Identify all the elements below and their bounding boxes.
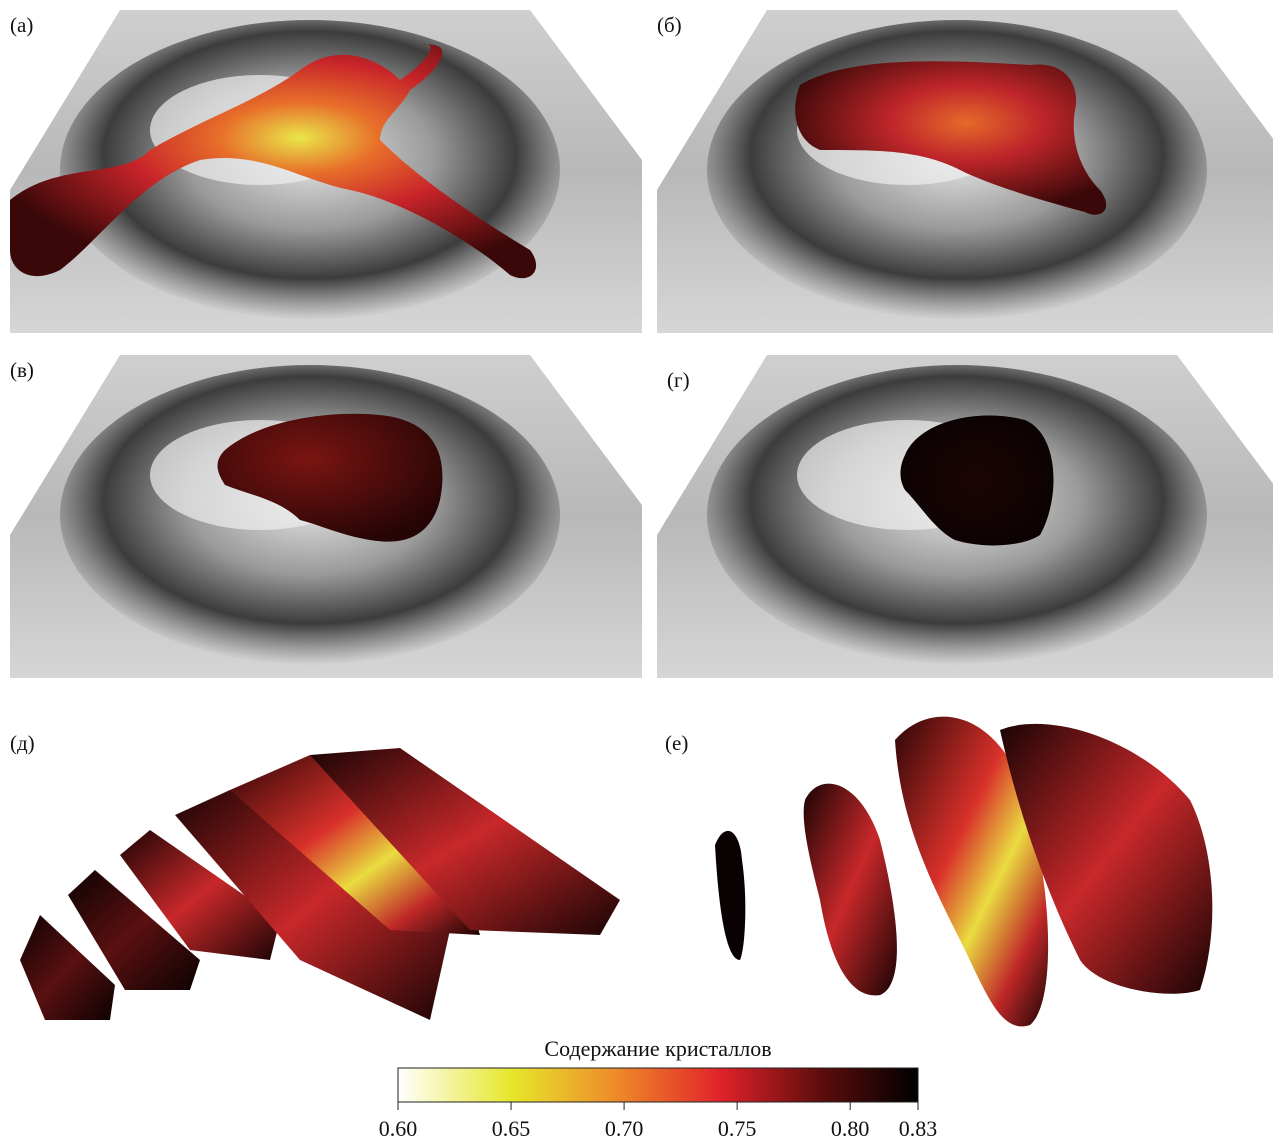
panel-d: (г) xyxy=(657,355,1273,678)
panel-label: (в) xyxy=(10,358,34,382)
colorbar-tick-label: 0.83 xyxy=(899,1116,938,1141)
colorbar-tick-label: 0.60 xyxy=(379,1116,418,1141)
panel-label: (г) xyxy=(667,368,690,392)
panel-label: (д) xyxy=(10,731,35,755)
panel-e: (д) xyxy=(10,731,620,1020)
colorbar-tick-label: 0.80 xyxy=(831,1116,870,1141)
slice xyxy=(804,784,897,996)
panel-label: (а) xyxy=(10,13,33,37)
panel-a: (а) xyxy=(10,10,642,333)
colorbar-scale xyxy=(398,1068,918,1102)
panel-label: (б) xyxy=(657,13,682,37)
panel-b: (б) xyxy=(657,10,1273,333)
panel-f: (е) xyxy=(665,717,1212,1027)
panel-label: (е) xyxy=(665,731,688,755)
slice xyxy=(715,831,745,960)
colorbar-title: Содержание кристаллов xyxy=(544,1036,771,1061)
colorbar-tick-label: 0.70 xyxy=(605,1116,644,1141)
colorbar-tick-label: 0.65 xyxy=(492,1116,531,1141)
colorbar-tick-label: 0.75 xyxy=(718,1116,757,1141)
colorbar: Содержание кристаллов 0.60 0.65 0.70 0.75 0.… xyxy=(379,1036,938,1141)
panel-c: (в) xyxy=(10,355,642,678)
figure: (а) (б) (в) (г) (д) (е) Содержание крист… xyxy=(0,0,1273,1143)
